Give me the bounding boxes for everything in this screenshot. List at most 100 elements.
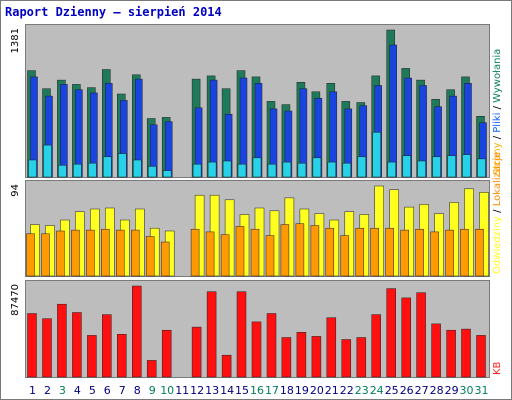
bar-lokalizacje-day-6 bbox=[101, 228, 110, 277]
bar-lokalizacje-day-5 bbox=[86, 229, 95, 277]
bar-lokalizacje-day-28 bbox=[430, 231, 439, 277]
bar-kb-day-8 bbox=[132, 285, 142, 378]
bar-pliki-day-4 bbox=[73, 163, 82, 178]
bar-pliki-day-13 bbox=[207, 161, 217, 178]
bar-pliki-day-25 bbox=[387, 161, 396, 178]
legend-part-pliki: Pliki bbox=[492, 113, 503, 133]
day-label-11: 11 bbox=[175, 384, 189, 397]
bar-lokalizacje-day-13 bbox=[205, 231, 215, 277]
bar-kb-day-30 bbox=[461, 328, 471, 378]
bar-pliki-day-19 bbox=[297, 162, 307, 178]
day-label-22: 22 bbox=[340, 384, 354, 397]
bar-pliki-day-9 bbox=[147, 166, 157, 178]
legend-part-strony: Strony bbox=[492, 142, 503, 175]
bar-kb-day-4 bbox=[72, 312, 82, 378]
bar-lokalizacje-day-14 bbox=[220, 234, 230, 277]
bar-kb-day-20 bbox=[311, 336, 322, 378]
day-label-30: 30 bbox=[460, 384, 474, 397]
day-label-29: 29 bbox=[445, 384, 459, 397]
day-label-15: 15 bbox=[235, 384, 249, 397]
bar-kb-day-15 bbox=[236, 291, 247, 378]
day-label-20: 20 bbox=[310, 384, 324, 397]
bar-lokalizacje-day-4 bbox=[71, 229, 80, 277]
bar-strony-day-10 bbox=[164, 121, 173, 178]
legend-part-wywołania: Wywołania bbox=[492, 49, 503, 103]
bar-lokalizacje-day-10 bbox=[160, 241, 170, 277]
legend-separator: / bbox=[492, 206, 503, 216]
bar-kb-day-6 bbox=[102, 314, 112, 378]
bar-pliki-day-10 bbox=[162, 170, 172, 178]
bar-kb-day-10 bbox=[161, 329, 172, 378]
day-label-4: 4 bbox=[74, 384, 81, 397]
bar-lokalizacje-day-23 bbox=[355, 227, 365, 277]
day-label-31: 31 bbox=[475, 384, 489, 397]
bar-pliki-day-27 bbox=[417, 160, 426, 178]
bar-kb-day-28 bbox=[431, 323, 441, 378]
series-legend-top: Strony / Pliki / Wywołania bbox=[492, 49, 503, 175]
bar-pliki-day-29 bbox=[447, 155, 456, 178]
legend-separator: / bbox=[492, 103, 503, 113]
bar-lokalizacje-day-1 bbox=[26, 233, 35, 277]
bar-kb-day-7 bbox=[117, 334, 127, 378]
bar-lokalizacje-day-31 bbox=[475, 228, 484, 277]
day-label-26: 26 bbox=[400, 384, 414, 397]
day-label-8: 8 bbox=[134, 384, 141, 397]
day-label-3: 3 bbox=[59, 384, 66, 397]
bar-pliki-day-28 bbox=[432, 156, 441, 178]
bar-strony-day-15 bbox=[239, 77, 248, 178]
legend-part-odwiedziny: Odwiedziny bbox=[492, 216, 503, 274]
bar-lokalizacje-day-21 bbox=[325, 227, 335, 277]
day-label-28: 28 bbox=[430, 384, 444, 397]
day-label-14: 14 bbox=[220, 384, 234, 397]
bar-kb-day-1 bbox=[27, 313, 37, 378]
bar-pliki-day-16 bbox=[252, 157, 262, 178]
bar-lokalizacje-day-30 bbox=[460, 228, 469, 277]
day-label-6: 6 bbox=[104, 384, 111, 397]
bar-kb-day-26 bbox=[401, 297, 411, 378]
bar-pliki-day-2 bbox=[43, 144, 52, 178]
bar-pliki-day-14 bbox=[222, 160, 232, 178]
bar-pliki-day-12 bbox=[192, 163, 202, 178]
bar-kb-day-25 bbox=[386, 288, 396, 378]
bar-kb-day-19 bbox=[296, 332, 307, 378]
bar-pliki-day-5 bbox=[88, 162, 97, 178]
bar-lokalizacje-day-8 bbox=[131, 229, 140, 277]
bar-pliki-day-3 bbox=[58, 165, 67, 178]
bar-pliki-day-31 bbox=[477, 158, 486, 178]
bar-pliki-day-20 bbox=[312, 157, 322, 178]
bar-lokalizacje-day-27 bbox=[415, 228, 424, 277]
bar-lokalizacje-day-9 bbox=[145, 236, 155, 277]
bar-kb-day-29 bbox=[446, 329, 456, 378]
bar-strony-day-3 bbox=[60, 84, 68, 178]
bar-pliki-day-1 bbox=[28, 159, 37, 178]
day-label-25: 25 bbox=[385, 384, 399, 397]
day-label-21: 21 bbox=[325, 384, 339, 397]
bar-lokalizacje-day-25 bbox=[385, 227, 394, 277]
bar-kb-day-24 bbox=[371, 314, 381, 378]
legend-part-kb: KB bbox=[492, 361, 503, 375]
bar-lokalizacje-day-7 bbox=[116, 229, 125, 277]
bar-lokalizacje-day-17 bbox=[265, 235, 275, 277]
bar-kb-day-3 bbox=[57, 303, 67, 378]
bar-pliki-day-26 bbox=[402, 155, 411, 178]
bar-kb-day-31 bbox=[476, 335, 486, 378]
day-label-18: 18 bbox=[280, 384, 294, 397]
day-label-1: 1 bbox=[29, 384, 36, 397]
bar-lokalizacje-day-19 bbox=[295, 223, 305, 277]
day-label-23: 23 bbox=[355, 384, 369, 397]
series-legend-bottom: KB bbox=[492, 361, 503, 375]
bar-kb-day-18 bbox=[281, 337, 292, 378]
bar-kb-day-16 bbox=[251, 321, 262, 378]
legend-part-lokalizacje: Lokalizacje bbox=[492, 152, 503, 207]
day-label-12: 12 bbox=[190, 384, 204, 397]
bar-pliki-day-18 bbox=[282, 161, 292, 178]
bar-lokalizacje-day-12 bbox=[190, 228, 200, 277]
bar-kb-day-12 bbox=[191, 326, 202, 378]
bar-pliki-day-21 bbox=[327, 161, 337, 178]
day-label-2: 2 bbox=[44, 384, 51, 397]
bar-kb-day-9 bbox=[146, 360, 157, 378]
day-label-5: 5 bbox=[89, 384, 96, 397]
bar-kb-day-22 bbox=[341, 339, 352, 378]
day-label-24: 24 bbox=[370, 384, 384, 397]
